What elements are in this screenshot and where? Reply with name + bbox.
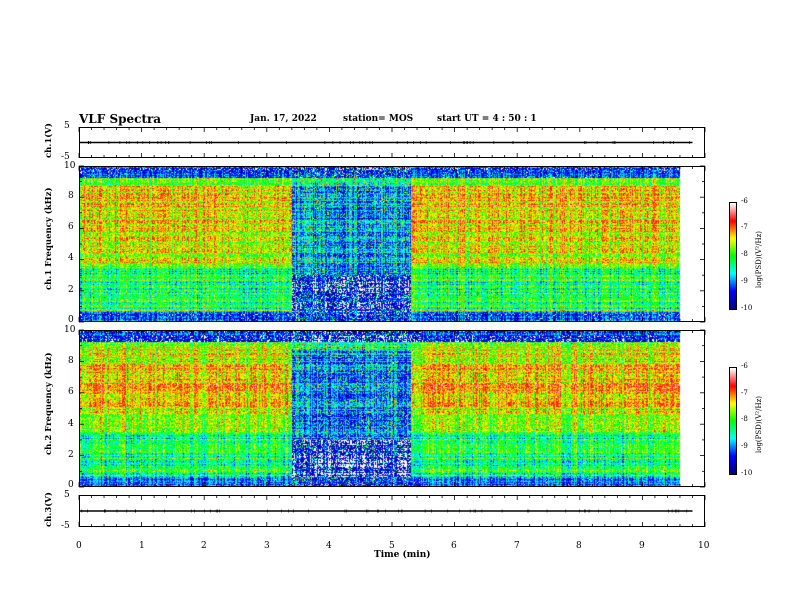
xtick-4: 4 <box>326 541 332 551</box>
station-label: station= MOS <box>343 114 414 124</box>
xtick-6: 6 <box>451 541 457 551</box>
xtick-1: 1 <box>139 541 145 551</box>
ch1-cb-tick-8: -8 <box>741 250 748 258</box>
chart-title: VLF Spectra <box>79 112 162 126</box>
ch3-ytick-top: 5 <box>64 490 70 500</box>
ch2-freq-tick-6: 6 <box>68 387 74 397</box>
xtick-0: 0 <box>76 541 82 551</box>
xtick-10: 10 <box>698 541 710 551</box>
ch1-cb-tick-10: -10 <box>741 304 753 312</box>
xtick-3: 3 <box>264 541 270 551</box>
ch1-ytick-top: 5 <box>64 121 70 131</box>
xtick-5: 5 <box>389 541 395 551</box>
ch1-freq-tick-8: 8 <box>68 191 74 201</box>
x-axis-label: Time (min) <box>374 550 431 560</box>
ch1-freq-tick-10: 10 <box>64 161 76 171</box>
ch2-cb-tick-9: -9 <box>741 442 748 450</box>
xtick-2: 2 <box>201 541 207 551</box>
ch1-cb-tick-7: -7 <box>741 223 748 231</box>
ch2-cb-tick-6: -6 <box>741 362 748 370</box>
ch1-freq-tick-6: 6 <box>68 222 74 232</box>
ch1-cb-tick-9: -9 <box>741 277 748 285</box>
ch1-freq-tick-4: 4 <box>68 253 74 263</box>
ch2-colorbar <box>729 367 737 475</box>
ch1-spectrogram-heatmap <box>80 167 692 321</box>
ch3-ytick-bottom: -5 <box>61 521 70 531</box>
ch2-freq-tick-0: 0 <box>68 480 74 490</box>
ch1-freq-tick-2: 2 <box>68 285 74 295</box>
ch1-freq-tick-0: 0 <box>68 315 74 325</box>
ch2-cb-tick-7: -7 <box>741 389 748 397</box>
ch2-cb-tick-8: -8 <box>741 415 748 423</box>
xtick-8: 8 <box>576 541 582 551</box>
ch2-cb-tick-10: -10 <box>741 469 753 477</box>
ch1-colorbar <box>729 202 737 310</box>
xtick-9: 9 <box>639 541 645 551</box>
start-time-label: start UT = 4 : 50 : 1 <box>437 114 537 124</box>
date-label: Jan. 17, 2022 <box>250 114 317 124</box>
ch2-freq-tick-10: 10 <box>64 325 76 335</box>
ch2-spectrogram-heatmap <box>80 331 692 486</box>
ch2-freq-tick-4: 4 <box>68 419 74 429</box>
ch2-freq-tick-2: 2 <box>68 450 74 460</box>
xtick-7: 7 <box>514 541 520 551</box>
ch1-cb-tick-6: -6 <box>741 197 748 205</box>
ch2-freq-tick-8: 8 <box>68 356 74 366</box>
ch1-ytick-bottom: -5 <box>61 152 70 162</box>
